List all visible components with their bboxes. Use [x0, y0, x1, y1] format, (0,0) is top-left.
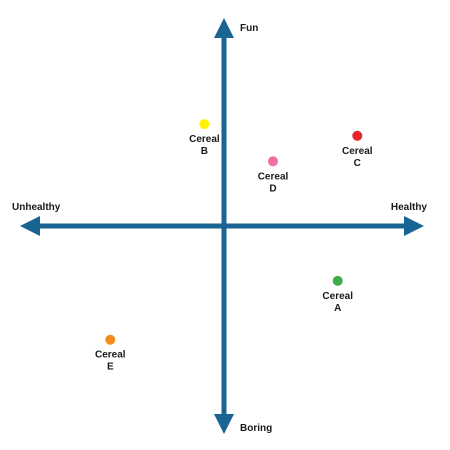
data-point	[199, 119, 210, 130]
data-point	[105, 334, 116, 345]
point-label-line1: Cereal	[322, 291, 353, 302]
point-label-line2: A	[334, 303, 341, 314]
point-label-line2: C	[354, 158, 361, 169]
axis-label-healthy: Healthy	[391, 202, 428, 213]
axis-label-fun: Fun	[240, 23, 258, 34]
point-label-line2: D	[269, 183, 276, 194]
data-point	[332, 275, 343, 286]
data-point	[268, 156, 278, 167]
point-label-line2: E	[107, 362, 114, 373]
point-label-line1: Cereal	[95, 350, 126, 361]
point-label-line1: Cereal	[342, 146, 373, 157]
point-label-line1: Cereal	[258, 171, 289, 182]
point-label-line1: Cereal	[189, 134, 220, 145]
axis-label-unhealthy: Unhealthy	[12, 202, 61, 213]
axis-label-boring: Boring	[240, 423, 272, 434]
data-point	[352, 130, 363, 141]
point-label-line2: B	[201, 146, 208, 157]
